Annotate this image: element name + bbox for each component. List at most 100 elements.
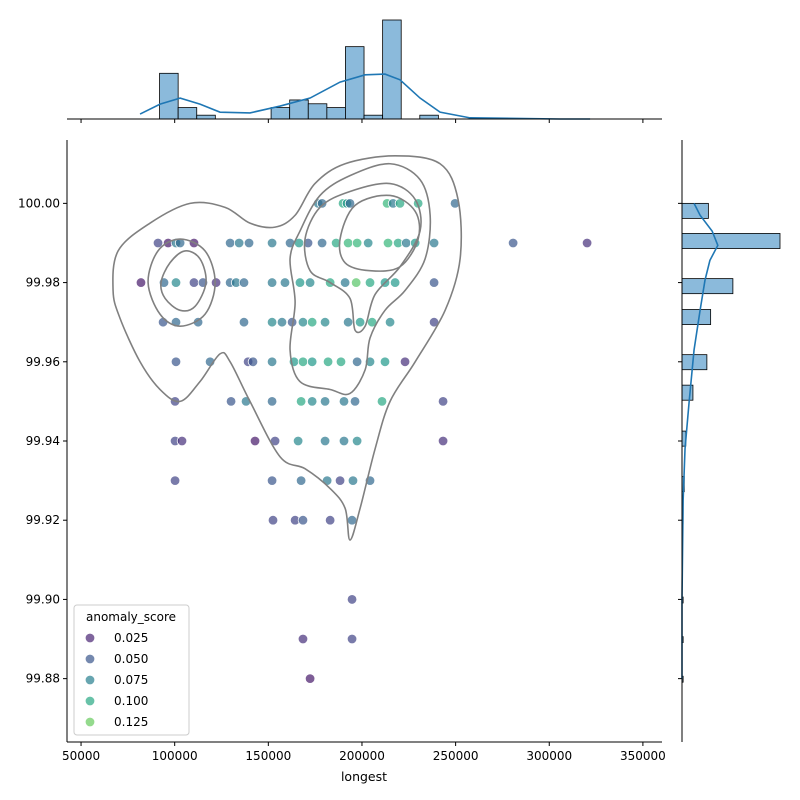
scatter-point (174, 237, 186, 249)
scatter-point (319, 396, 331, 407)
scatter-point (347, 475, 359, 486)
scatter-point (389, 277, 401, 288)
x-hist-bar (196, 114, 216, 120)
scatter-point (304, 277, 316, 288)
scatter-point (297, 356, 309, 367)
scatter-point (266, 396, 278, 407)
scatter-point (295, 396, 307, 407)
x-tick-label: 200000 (339, 749, 385, 763)
scatter-point (266, 316, 278, 328)
x-tick-label: 300000 (526, 749, 572, 763)
scatter-point (243, 237, 255, 249)
y-tick-label: 99.98 (26, 276, 60, 290)
scatter-point (210, 277, 222, 288)
scatter-point (170, 277, 182, 288)
scatter-point (169, 475, 181, 486)
y-tick-label: 100.00 (18, 196, 60, 210)
x-hist-bar (177, 107, 198, 120)
legend-title: anomaly_score (86, 610, 176, 624)
x-axis-label: longest (341, 769, 387, 784)
scatter-point (346, 633, 358, 645)
x-tick-label: 150000 (245, 749, 291, 763)
scatter-point (342, 237, 354, 249)
scatter-point (302, 237, 314, 249)
x-hist-bar (326, 107, 346, 120)
scatter-point (342, 316, 354, 328)
scatter-point (351, 237, 363, 249)
scatter-point (382, 237, 394, 249)
scatter-point (581, 237, 593, 249)
legend-label: 0.125 (114, 715, 148, 729)
scatter-point (297, 316, 309, 328)
scatter-point (346, 594, 358, 605)
scatter-point (233, 237, 245, 249)
scatter-point (266, 277, 278, 288)
x-hist-bar (307, 103, 328, 120)
scatter-point (306, 356, 318, 367)
kde-contour (160, 250, 207, 312)
scatter-point (135, 277, 147, 288)
legend-marker (84, 632, 96, 644)
scatter-point (338, 396, 350, 407)
scatter-point (338, 435, 350, 447)
scatter-point (350, 277, 362, 288)
x-tick-label: 50000 (62, 749, 100, 763)
scatter-point (304, 673, 316, 684)
legend: anomaly_score 0.025 0.050 0.075 0.100 0.125 (73, 604, 190, 736)
scatter-point (351, 356, 363, 367)
y-tick-label: 99.88 (26, 672, 60, 686)
scatter-point (335, 356, 347, 367)
scatter-point (316, 237, 328, 249)
scatter-point (267, 515, 279, 526)
scatter-point (354, 316, 366, 328)
x-tick-label: 100000 (152, 749, 198, 763)
scatter-point (376, 396, 388, 407)
scatter-point (400, 237, 412, 249)
scatter-point (344, 198, 356, 209)
scatter-point (238, 316, 250, 328)
scatter-point (330, 237, 342, 249)
scatter-point (437, 396, 449, 407)
y-tick-label: 99.90 (26, 592, 60, 606)
x-hist-bar (345, 46, 365, 120)
y-tick-label: 99.96 (26, 355, 60, 369)
legend-marker (84, 653, 96, 665)
scatter-point (449, 198, 461, 209)
scatter-point (324, 515, 336, 526)
x-tick-label: 250000 (433, 749, 479, 763)
scatter-point (176, 435, 188, 447)
scatter-point (428, 277, 440, 288)
scatter-point (306, 396, 318, 407)
legend-label: 0.075 (114, 673, 148, 687)
top-marginal-axes (67, 19, 662, 123)
y-hist-bar (681, 278, 734, 295)
x-hist-bar (419, 114, 439, 120)
scatter-point (351, 435, 363, 447)
scatter-point (295, 475, 307, 486)
kde-contour (303, 182, 422, 334)
y-hist-bar (681, 354, 708, 371)
scatter-point (322, 356, 334, 367)
scatter-point (238, 277, 250, 288)
legend-marker (84, 674, 96, 686)
scatter-point (384, 316, 396, 328)
scatter-point (276, 316, 288, 328)
scatter-point (297, 515, 309, 526)
scatter-point (362, 237, 374, 249)
scatter-point (297, 633, 309, 645)
scatter-point (224, 237, 236, 249)
y-tick-label: 99.94 (26, 434, 60, 448)
legend-marker (84, 716, 96, 728)
main-axes: 50000 100000 150000 200000 250000 300000 35000… (18, 140, 666, 763)
kde-contour (289, 162, 432, 396)
legend-label: 0.025 (114, 631, 148, 645)
legend-label: 0.050 (114, 652, 148, 666)
scatter-point (170, 356, 182, 367)
scatter-point (379, 356, 391, 367)
scatter-point (225, 396, 237, 407)
scatter-point (152, 237, 164, 249)
scatter-point (349, 396, 361, 407)
y-hist-bar (681, 233, 781, 249)
y-hist-bar (681, 309, 712, 325)
